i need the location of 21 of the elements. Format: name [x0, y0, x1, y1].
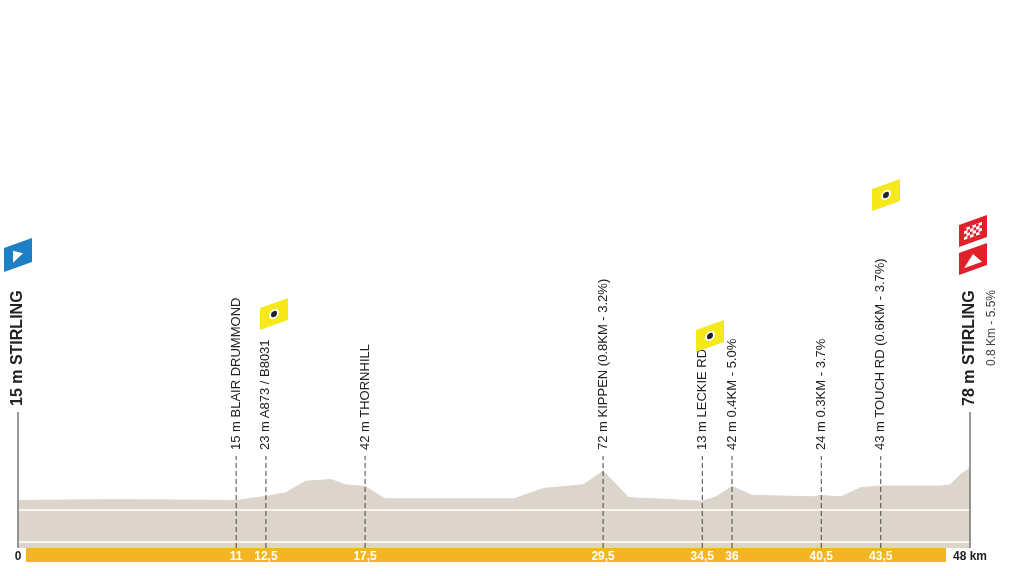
x-tick-label: 17,5: [353, 548, 378, 563]
x-tick-label: 40,5: [809, 548, 834, 563]
ref-line-label: 15 m STIRLING: [8, 290, 26, 406]
x-tick-label: 48 km: [952, 548, 988, 563]
ref-line-label: 23 m A873 / B8031: [257, 339, 273, 450]
ref-line-label: 43 m TOUCH RD (0.6KM - 3.7%): [872, 258, 888, 450]
ref-line-label: 13 m LECKIE RD: [693, 348, 709, 450]
ref-line-label: 24 m 0.3KM - 3.7%: [812, 338, 828, 450]
x-tick-label: 12,5: [254, 548, 278, 563]
x-tick-label: 43,5: [869, 548, 893, 563]
ref-line-label: 78 m STIRLING: [960, 290, 978, 406]
x-tick-label: 34,5: [690, 548, 715, 563]
text: 0.8 Km - 5.5%: [984, 289, 999, 366]
ref-line-label: 42 m THORNHILL: [356, 344, 372, 450]
ref-line-label: 72 m KIPPEN (0.8KM - 3.2%): [594, 278, 610, 450]
ref-line-label: 15 m BLAIR DRUMMOND: [227, 297, 243, 450]
x-tick-label: 29,5: [591, 548, 616, 563]
x-tick-label: 11: [229, 548, 243, 563]
ref-line-label: 42 m 0.4KM - 5.0%: [723, 338, 739, 450]
x-tick-label: 36: [725, 548, 739, 563]
x-tick-label: 0: [14, 548, 22, 563]
